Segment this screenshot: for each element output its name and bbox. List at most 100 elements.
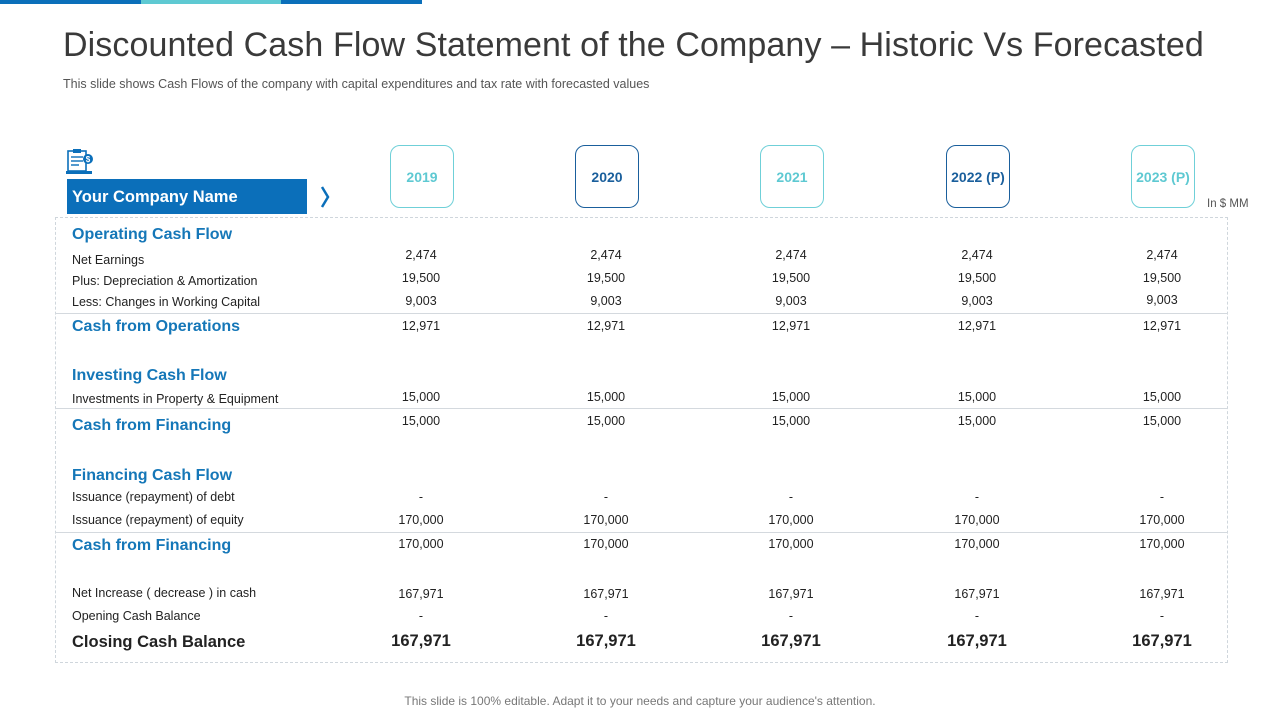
year-header-2022: 2022 (P) <box>946 145 1010 208</box>
top-accent-bar <box>0 0 423 4</box>
cell-value: 19,500 <box>1142 271 1182 285</box>
subtotal-row: Cash from Financing 15,000 15,000 15,000… <box>0 414 1280 437</box>
cell-value: - <box>788 609 794 623</box>
cell-value: 9,003 <box>405 294 437 308</box>
cell-value: 15,000 <box>1142 414 1182 428</box>
year-header-2019: 2019 <box>390 145 454 208</box>
divider <box>55 532 1228 533</box>
cell-value: - <box>418 490 424 504</box>
section-heading-row: Operating Cash Flow <box>0 226 1280 246</box>
cell-value: 15,000 <box>957 390 997 404</box>
cell-value: 19,500 <box>771 271 811 285</box>
cell-value: 15,000 <box>771 414 811 428</box>
cell-value: 9,003 <box>775 294 807 308</box>
cell-value: 15,000 <box>401 414 441 428</box>
cell-value: 12,971 <box>771 319 811 333</box>
cell-value: 15,000 <box>586 414 626 428</box>
subtotal-label: Cash from Financing <box>72 537 232 554</box>
page-subtitle: This slide shows Cash Flows of the compa… <box>63 77 650 91</box>
year-header-2023: 2023 (P) <box>1131 145 1195 208</box>
total-label: Closing Cash Balance <box>72 633 246 651</box>
cell-value: 2,474 <box>590 248 622 262</box>
subtotal-row: Cash from Financing 170,000 170,000 170,… <box>0 537 1280 557</box>
cell-value: 167,971 <box>954 587 1000 601</box>
table-row: Issuance (repayment) of equity 170,000 1… <box>0 513 1280 533</box>
cell-value: 167,971 <box>761 632 821 650</box>
cell-value: 15,000 <box>771 390 811 404</box>
cell-value: 9,003 <box>961 294 993 308</box>
cell-value: 15,000 <box>1142 390 1182 404</box>
row-label: Net Increase ( decrease ) in cash <box>72 586 257 600</box>
table-row: Issuance (repayment) of debt - - - - - <box>0 490 1280 510</box>
cell-value: - <box>1159 609 1165 623</box>
cell-value: 170,000 <box>398 513 444 527</box>
cell-value: - <box>603 609 609 623</box>
divider <box>55 313 1228 314</box>
cell-value: 19,500 <box>586 271 626 285</box>
company-name-banner: Your Company Name <box>67 179 307 214</box>
section-heading: Financing Cash Flow <box>72 467 233 484</box>
year-header-2020: 2020 <box>575 145 639 208</box>
table-row: Opening Cash Balance - - - - - <box>0 609 1280 629</box>
cell-value: 170,000 <box>1139 537 1185 551</box>
row-label: Net Earnings <box>72 253 145 267</box>
section-heading-row: Financing Cash Flow <box>0 467 1280 487</box>
cell-value: 167,971 <box>391 632 451 650</box>
cell-value: 170,000 <box>768 537 814 551</box>
cell-value: - <box>1159 490 1165 504</box>
cell-value: 167,971 <box>576 632 636 650</box>
cell-value: 9,003 <box>590 294 622 308</box>
table-row: Less: Changes in Working Capital 9,003 9… <box>0 293 1280 315</box>
cell-value: 12,971 <box>1142 319 1182 333</box>
cell-value: 167,971 <box>398 587 444 601</box>
cell-value: 15,000 <box>586 390 626 404</box>
cell-value: 170,000 <box>583 513 629 527</box>
row-label: Investments in Property & Equipment <box>72 392 279 406</box>
cell-value: 2,474 <box>775 248 807 262</box>
cell-value: 167,971 <box>947 632 1007 650</box>
section-heading: Operating Cash Flow <box>72 226 233 243</box>
cell-value: 15,000 <box>957 414 997 428</box>
document-finance-icon: $ <box>66 149 93 174</box>
row-label: Opening Cash Balance <box>72 609 201 623</box>
cell-value: 12,971 <box>957 319 997 333</box>
cell-value: 170,000 <box>954 513 1000 527</box>
row-label: Issuance (repayment) of debt <box>72 490 235 504</box>
cell-value: - <box>418 609 424 623</box>
cell-value: 2,474 <box>961 248 993 262</box>
cell-value: 170,000 <box>583 537 629 551</box>
cell-value: 170,000 <box>398 537 444 551</box>
cell-value: 15,000 <box>401 390 441 404</box>
cell-value: 170,000 <box>1139 513 1185 527</box>
year-header-2021: 2021 <box>760 145 824 208</box>
table-row: Investments in Property & Equipment 15,0… <box>0 390 1280 412</box>
cell-value: 167,971 <box>768 587 814 601</box>
cell-value: 170,000 <box>768 513 814 527</box>
table-row: Plus: Depreciation & Amortization 19,500… <box>0 271 1280 294</box>
cell-value: 19,500 <box>957 271 997 285</box>
table-row: Net Earnings 2,474 2,474 2,474 2,474 2,4… <box>0 248 1280 273</box>
row-label: Less: Changes in Working Capital <box>72 295 261 309</box>
unit-note: In $ MM <box>1207 198 1249 210</box>
page-title: Discounted Cash Flow Statement of the Co… <box>63 26 1204 64</box>
cell-value: 9,003 <box>1146 293 1178 307</box>
cell-value: - <box>788 490 794 504</box>
cell-value: 2,474 <box>405 248 437 262</box>
divider <box>55 408 1228 409</box>
cell-value: 2,474 <box>1146 248 1178 262</box>
cell-value: 170,000 <box>954 537 1000 551</box>
row-label: Issuance (repayment) of equity <box>72 513 244 527</box>
subtotal-label: Cash from Operations <box>72 318 241 335</box>
footer-note: This slide is 100% editable. Adapt it to… <box>404 694 876 708</box>
section-heading: Investing Cash Flow <box>72 367 227 384</box>
cell-value: 19,500 <box>401 271 441 285</box>
cell-value: 12,971 <box>401 319 441 333</box>
subtotal-row: Cash from Operations 12,971 12,971 12,97… <box>0 318 1280 338</box>
subtotal-label: Cash from Financing <box>72 417 232 434</box>
table-row: Net Increase ( decrease ) in cash 167,97… <box>0 586 1280 606</box>
cell-value: 167,971 <box>583 587 629 601</box>
total-row: Closing Cash Balance 167,971 167,971 167… <box>0 632 1280 653</box>
cell-value: - <box>974 490 980 504</box>
cell-value: 167,971 <box>1132 632 1192 650</box>
cell-value: - <box>974 609 980 623</box>
